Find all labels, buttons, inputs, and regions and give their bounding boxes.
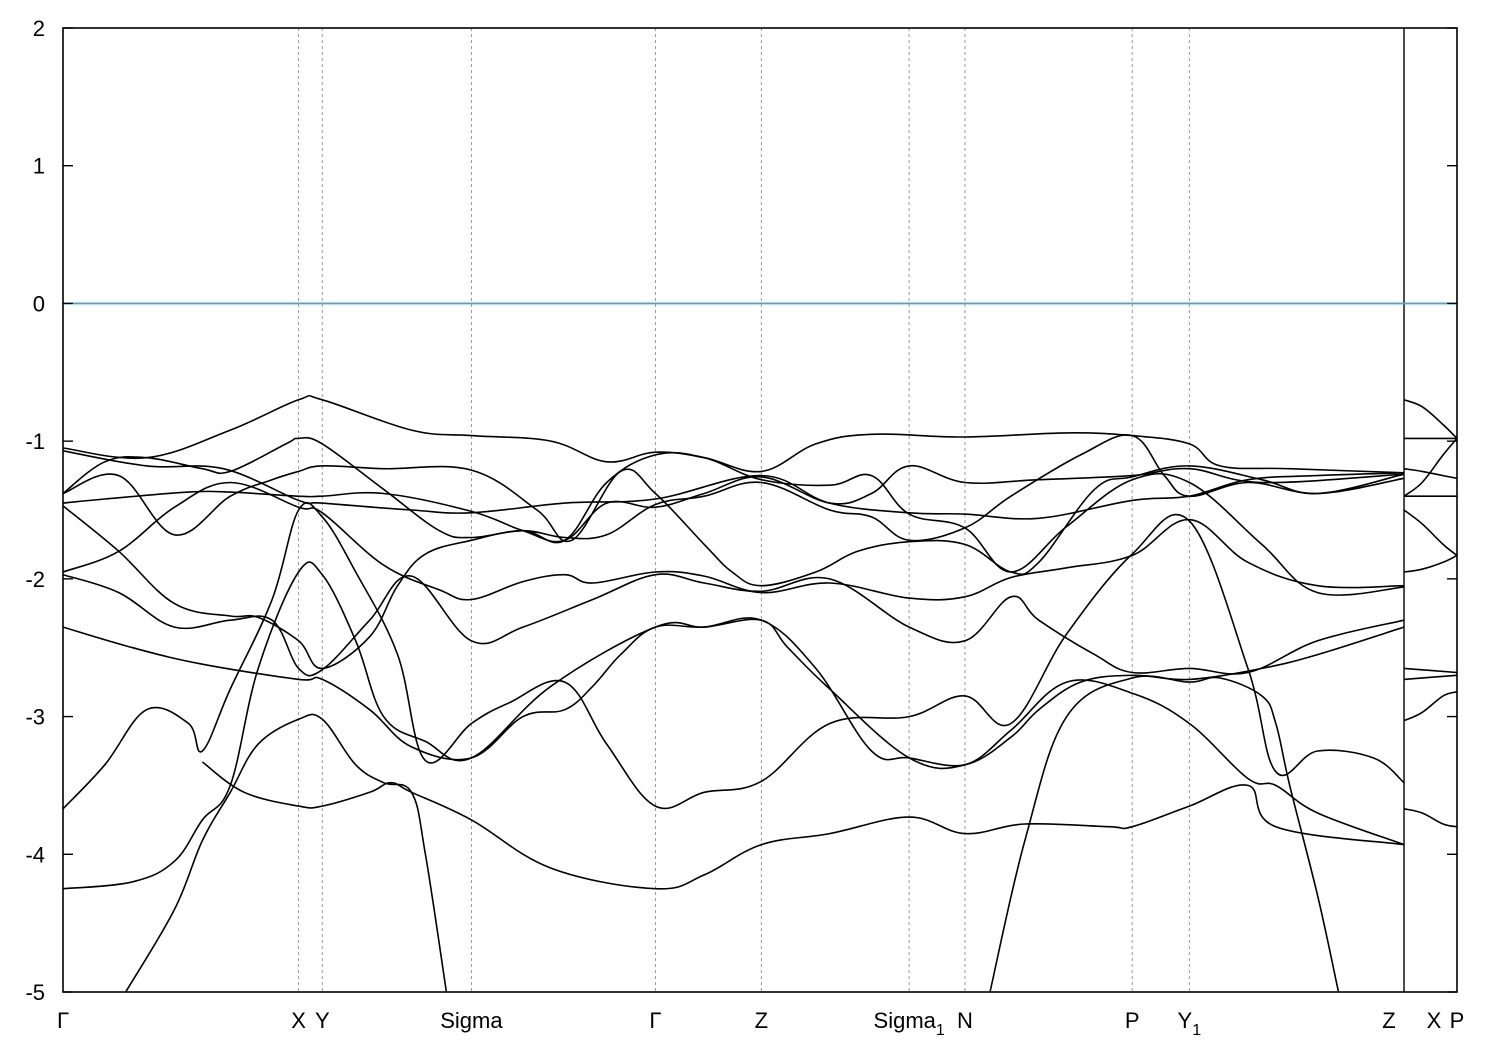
x-tick-label: X — [291, 1008, 306, 1033]
x-tick-label: Z — [1382, 1008, 1395, 1033]
y-tick-label: -2 — [25, 567, 45, 592]
y-tick-label: -5 — [25, 980, 45, 1005]
band-line-13 — [201, 761, 1405, 890]
y-tick-label: -3 — [25, 705, 45, 730]
band-line-3 — [63, 434, 1405, 542]
band-line-18 — [1403, 467, 1457, 480]
band-line-17 — [1403, 437, 1457, 497]
x-tick-label: Γ — [649, 1008, 661, 1033]
band-line-20 — [1403, 509, 1457, 557]
band-line-14 — [989, 675, 1340, 992]
x-tick-label: N — [957, 1008, 973, 1033]
band-line-23 — [1403, 674, 1457, 681]
band-line-1 — [63, 394, 1405, 474]
band-line-9 — [63, 617, 1405, 767]
band-line-2 — [63, 450, 1405, 520]
y-tick-label: 0 — [33, 291, 45, 316]
x-tick-label: Y1 — [1178, 1008, 1202, 1039]
y-axis-ticks: 2 1 0 -1 -2 -3 -4 -5 — [25, 16, 1457, 1005]
x-tick-label: Z — [755, 1008, 768, 1033]
x-tick-label: Sigma — [440, 1008, 503, 1033]
band-line-5 — [63, 465, 1405, 543]
band-line-25 — [1403, 808, 1457, 828]
x-tick-label: X — [1427, 1008, 1442, 1033]
band-line-22 — [1403, 667, 1457, 674]
band-line-12 — [125, 713, 448, 992]
x-tick-label: Sigma1 — [874, 1008, 945, 1039]
x-tick-label: P — [1450, 1008, 1465, 1033]
x-tick-label: Γ — [57, 1008, 69, 1033]
band-line-4 — [63, 465, 1405, 587]
x-axis-ticks: Γ X Y Sigma Γ Z Sigma1 N P Y1 Z X P — [57, 1008, 1464, 1039]
band-line-8 — [63, 573, 1405, 677]
band-series-group — [63, 394, 1457, 992]
band-line-21 — [1403, 554, 1457, 573]
band-line-10 — [63, 501, 1405, 810]
band-line-24 — [1403, 691, 1457, 722]
band-line-15 — [1403, 399, 1457, 439]
y-tick-label: 2 — [33, 16, 45, 41]
band-line-7 — [63, 481, 1405, 601]
x-tick-label: P — [1125, 1008, 1140, 1033]
y-tick-label: -1 — [25, 429, 45, 454]
y-tick-label: -4 — [25, 842, 45, 867]
x-tick-label: Y — [315, 1008, 330, 1033]
band-line-11 — [63, 561, 1405, 890]
plot-frame — [62, 27, 1458, 993]
y-tick-label: 1 — [33, 154, 45, 179]
